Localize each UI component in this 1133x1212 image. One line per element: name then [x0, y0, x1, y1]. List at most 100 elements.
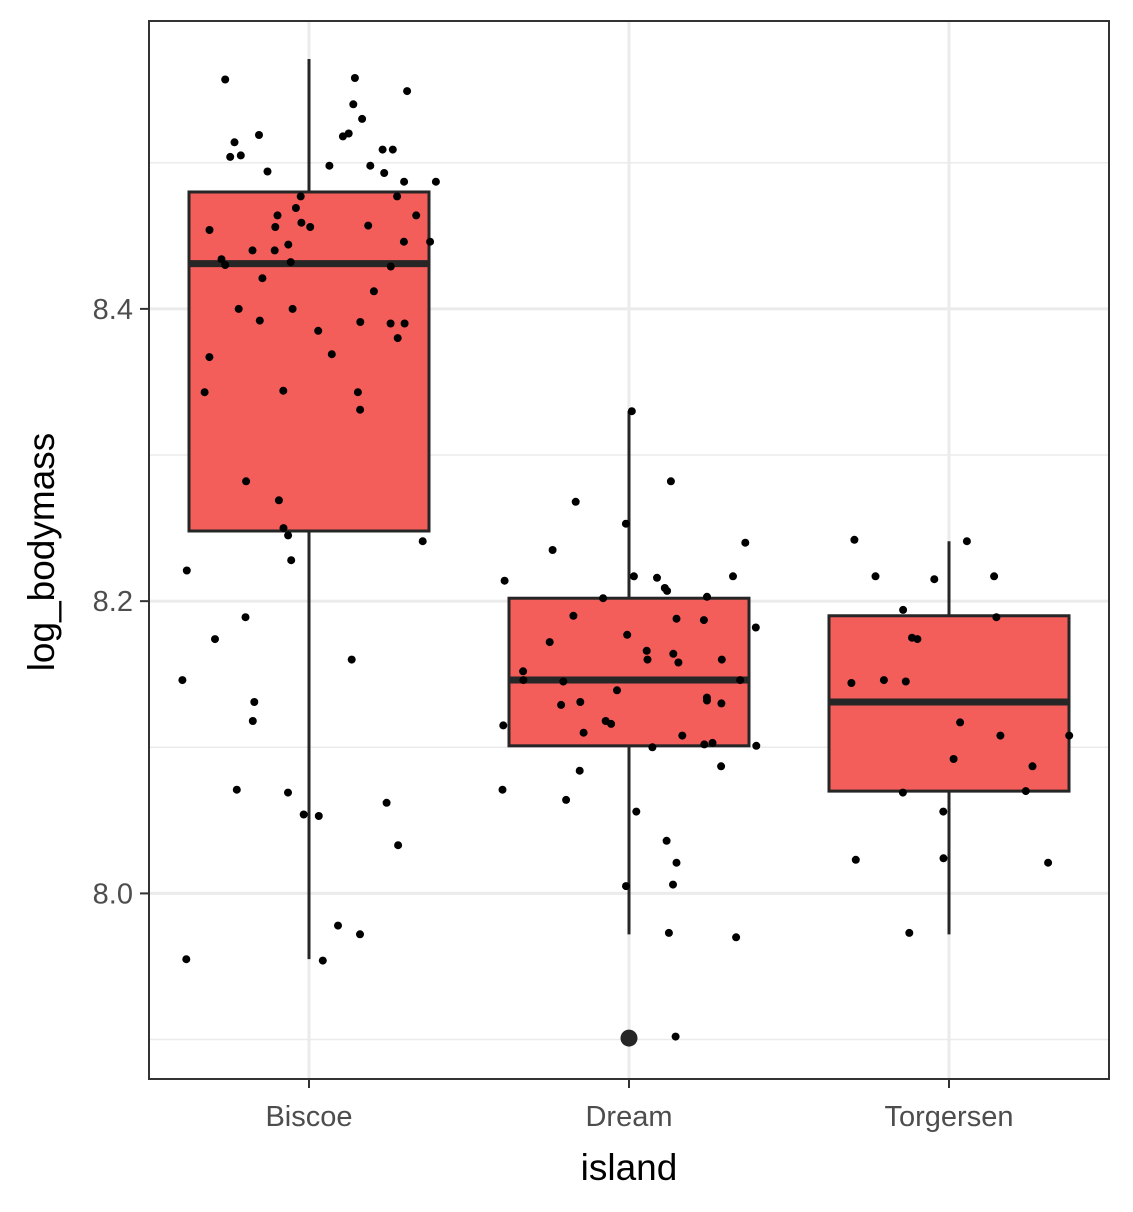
data-point-dream: [562, 795, 571, 804]
data-point-torgersen: [949, 755, 958, 763]
axes: 8.0 8.2 8.4 Biscoe Dream Torgersen: [93, 294, 1014, 1133]
data-point-biscoe: [386, 319, 395, 328]
data-point-dream: [674, 658, 683, 667]
x-tick-label: Torgersen: [885, 1101, 1014, 1133]
data-point-biscoe: [356, 405, 365, 414]
data-point-dream: [669, 649, 678, 658]
data-point-biscoe: [382, 798, 391, 807]
data-point-biscoe: [271, 223, 280, 231]
data-point-biscoe: [380, 169, 389, 177]
y-tick-label: 8.2: [93, 586, 133, 618]
data-point-biscoe: [200, 388, 209, 397]
data-point-biscoe: [279, 386, 288, 395]
data-point-torgersen: [1044, 858, 1053, 867]
data-point-dream: [752, 741, 761, 750]
data-point-biscoe: [364, 221, 373, 230]
data-point-dream: [579, 728, 588, 737]
data-point-biscoe: [287, 556, 296, 565]
data-point-dream: [629, 572, 638, 581]
data-point-biscoe: [426, 237, 435, 246]
data-point-torgersen: [850, 535, 859, 544]
data-point-dream: [623, 630, 632, 639]
data-point-biscoe: [358, 114, 367, 123]
data-point-biscoe: [296, 192, 305, 201]
data-point-biscoe: [263, 167, 272, 176]
data-point-dream: [729, 572, 737, 581]
data-point-biscoe: [325, 161, 334, 170]
data-point-biscoe: [211, 635, 219, 644]
y-axis-title: log_bodymass: [21, 433, 62, 672]
data-point-dream: [499, 721, 508, 730]
data-point-dream: [632, 807, 641, 816]
data-point-dream: [643, 655, 652, 664]
data-point-biscoe: [318, 956, 327, 965]
data-point-torgersen: [996, 731, 1005, 740]
data-point-biscoe: [366, 161, 375, 170]
data-point-biscoe: [273, 211, 282, 220]
data-point-torgersen: [905, 928, 914, 937]
data-point-biscoe: [378, 145, 387, 154]
data-point-biscoe: [306, 223, 315, 231]
data-point-dream: [717, 699, 726, 708]
data-point-biscoe: [400, 319, 409, 328]
data-point-dream: [672, 614, 681, 623]
data-point-torgersen: [992, 613, 1001, 622]
data-point-biscoe: [369, 287, 378, 296]
data-point-biscoe: [221, 75, 230, 84]
data-point-dream: [736, 676, 745, 685]
box-biscoe: [187, 190, 431, 533]
data-point-torgersen: [847, 679, 856, 687]
data-point-dream: [519, 667, 528, 676]
data-point-biscoe: [431, 177, 440, 186]
data-point-biscoe: [356, 930, 364, 939]
data-point-dream: [621, 519, 630, 528]
data-point-biscoe: [314, 812, 323, 820]
data-point-biscoe: [393, 334, 402, 343]
data-point-dream: [703, 696, 711, 705]
data-point-dream: [576, 698, 585, 706]
data-point-biscoe: [386, 262, 395, 271]
data-point-torgersen: [899, 605, 908, 614]
data-point-biscoe: [388, 145, 397, 154]
data-point-biscoe: [412, 211, 421, 220]
data-point-biscoe: [270, 246, 279, 255]
data-point-dream: [548, 546, 557, 554]
data-point-biscoe: [291, 204, 300, 212]
data-point-biscoe: [236, 151, 245, 160]
data-point-biscoe: [258, 274, 267, 283]
box-dream: [507, 596, 751, 748]
data-point-biscoe: [353, 388, 362, 397]
data-point-torgersen: [871, 572, 880, 581]
data-point-dream: [717, 762, 726, 771]
data-point-biscoe: [255, 131, 263, 139]
data-point-torgersen: [913, 635, 922, 644]
data-point-biscoe: [217, 255, 226, 264]
data-point-biscoe: [255, 316, 264, 325]
data-point-dream: [662, 836, 671, 845]
data-point-dream: [700, 740, 709, 749]
data-point-biscoe: [250, 698, 259, 706]
data-point-biscoe: [182, 955, 191, 964]
data-point-torgersen: [1065, 731, 1074, 740]
data-point-dream: [751, 623, 760, 632]
data-point-torgersen: [939, 807, 948, 816]
data-point-biscoe: [241, 613, 250, 622]
data-point-dream: [663, 586, 672, 595]
data-point-dream: [648, 743, 657, 752]
data-point-dream: [569, 611, 578, 620]
data-point-biscoe: [221, 261, 230, 269]
data-point-biscoe: [230, 138, 239, 147]
data-point-biscoe: [297, 218, 306, 227]
data-point-torgersen: [962, 537, 971, 546]
data-point-torgersen: [939, 854, 948, 863]
data-point-biscoe: [226, 152, 235, 161]
data-point-biscoe: [242, 477, 251, 486]
x-axis-title: island: [581, 1147, 678, 1188]
outlier-point-dream: [620, 1029, 638, 1047]
data-point-torgersen: [930, 575, 939, 584]
data-point-biscoe: [279, 524, 288, 533]
data-point-biscoe: [327, 350, 336, 359]
data-point-biscoe: [288, 304, 297, 313]
